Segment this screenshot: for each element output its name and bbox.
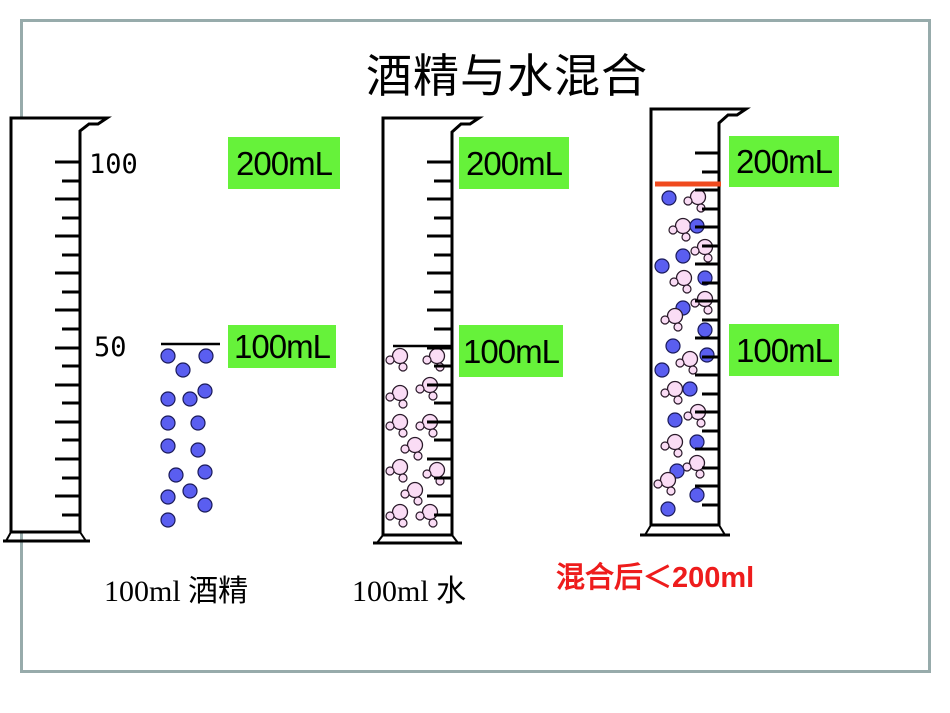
marker-100ml-water: 100mL: [459, 325, 563, 377]
scale-ticks: [55, 160, 80, 517]
cylinder-mixture: [640, 107, 751, 537]
scale-label-50: 50: [94, 332, 127, 363]
caption-mixture-result: 混合后＜200ml: [556, 562, 755, 594]
marker-200ml-mixture: 200mL: [729, 136, 839, 187]
cylinder-water: [373, 116, 484, 545]
scale-ticks: [427, 160, 452, 517]
caption-alcohol: 100ml 酒精: [104, 575, 249, 608]
marker-200ml-water: 200mL: [459, 137, 569, 189]
caption-water: 100ml 水: [352, 575, 467, 608]
scale-ticks: [695, 151, 719, 507]
scale-label-100: 100: [89, 149, 138, 180]
marker-100ml-alcohol: 100mL: [228, 325, 336, 368]
slide-title: 酒精与水混合: [366, 49, 648, 103]
alcohol-molecules: [160, 348, 214, 528]
cylinder-alcohol: [3, 116, 220, 543]
marker-200ml-alcohol: 200mL: [228, 137, 340, 189]
marker-100ml-mixture: 100mL: [729, 324, 839, 376]
